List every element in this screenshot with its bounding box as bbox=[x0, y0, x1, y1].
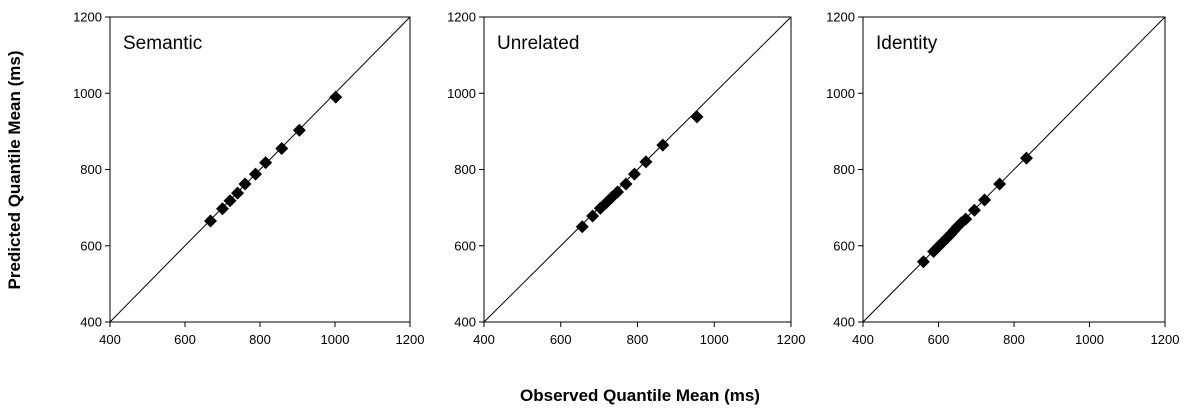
identity-y-tick-label: 800 bbox=[833, 162, 855, 177]
identity-x-tick-label: 1200 bbox=[1151, 332, 1180, 347]
unrelated-x-tick-label: 400 bbox=[473, 332, 495, 347]
unrelated-data-point bbox=[619, 177, 633, 191]
semantic-data-point bbox=[216, 202, 229, 216]
unrelated-data-point bbox=[639, 155, 653, 169]
semantic-x-tick-label: 800 bbox=[249, 332, 271, 347]
semantic-x-tick-label: 400 bbox=[99, 332, 121, 347]
semantic-x-tick-label: 1000 bbox=[321, 332, 350, 347]
unrelated-data-point bbox=[575, 220, 589, 234]
semantic-data-point bbox=[223, 194, 237, 208]
identity-y-tick-label: 600 bbox=[833, 238, 855, 253]
semantic-panel-title: Semantic bbox=[123, 33, 202, 54]
semantic-data-point bbox=[259, 156, 273, 170]
semantic-data-point bbox=[238, 177, 252, 191]
identity-x-tick-label: 400 bbox=[852, 332, 874, 347]
y-axis-title: Predicted Quantile Mean (ms) bbox=[5, 51, 24, 290]
identity-data-point bbox=[916, 255, 930, 269]
semantic-data-point bbox=[329, 90, 343, 104]
unrelated-data-point bbox=[611, 185, 625, 199]
semantic-data-point bbox=[292, 123, 306, 137]
unrelated-y-tick-label: 1200 bbox=[447, 10, 476, 25]
semantic-data-point bbox=[249, 167, 262, 181]
identity-x-tick-label: 1000 bbox=[1075, 332, 1104, 347]
identity-panel: 400 600 800 1000 1200 400 600 800 1000 1200 Identi… bbox=[826, 10, 1179, 348]
semantic-panel: 400 600 800 1000 1200 400 600 800 1000 1200 Semant… bbox=[73, 10, 424, 348]
identity-y-tick-label: 1200 bbox=[826, 10, 855, 25]
unrelated-y-tick-label: 1000 bbox=[447, 86, 476, 101]
x-axis-title: Observed Quantile Mean (ms) bbox=[520, 386, 760, 405]
semantic-data-point bbox=[204, 214, 217, 228]
unrelated-y-tick-label: 800 bbox=[454, 162, 476, 177]
unrelated-x-tick-label: 600 bbox=[550, 332, 572, 347]
semantic-data-point bbox=[231, 186, 244, 200]
unrelated-panel-title: Unrelated bbox=[497, 33, 579, 54]
identity-data-point bbox=[993, 177, 1007, 191]
identity-data-point bbox=[959, 212, 973, 226]
identity-x-tick-label: 600 bbox=[928, 332, 950, 347]
semantic-x-tick-label: 600 bbox=[174, 332, 196, 347]
semantic-y-tick-label: 600 bbox=[80, 238, 102, 253]
unrelated-y-tick-label: 600 bbox=[454, 238, 476, 253]
semantic-y-tick-label: 1200 bbox=[73, 10, 102, 25]
identity-y-tick-label: 400 bbox=[833, 315, 855, 330]
unrelated-y-tick-label: 400 bbox=[454, 315, 476, 330]
semantic-x-tick-label: 1200 bbox=[396, 332, 425, 347]
unrelated-data-point bbox=[627, 167, 641, 181]
identity-data-point bbox=[1019, 151, 1033, 165]
unrelated-data-point bbox=[656, 138, 670, 152]
semantic-data-point bbox=[275, 142, 289, 156]
identity-panel-title: Identity bbox=[876, 33, 938, 54]
semantic-identity-line bbox=[109, 16, 411, 323]
unrelated-identity-line bbox=[483, 16, 792, 323]
unrelated-data-point bbox=[690, 110, 704, 124]
identity-x-tick-label: 800 bbox=[1003, 332, 1025, 347]
unrelated-x-tick-label: 1200 bbox=[777, 332, 806, 347]
identity-identity-line bbox=[862, 16, 1166, 323]
identity-y-tick-label: 1000 bbox=[826, 86, 855, 101]
semantic-y-tick-label: 800 bbox=[80, 162, 102, 177]
identity-data-point bbox=[967, 203, 981, 217]
semantic-y-tick-label: 1000 bbox=[73, 86, 102, 101]
unrelated-data-point bbox=[586, 209, 600, 223]
unrelated-x-tick-label: 1000 bbox=[700, 332, 729, 347]
unrelated-x-tick-label: 800 bbox=[627, 332, 649, 347]
semantic-y-tick-label: 400 bbox=[80, 315, 102, 330]
unrelated-panel: 400 600 800 1000 1200 400 600 800 1000 1200 Unrela… bbox=[447, 10, 805, 348]
identity-data-point bbox=[978, 193, 992, 207]
